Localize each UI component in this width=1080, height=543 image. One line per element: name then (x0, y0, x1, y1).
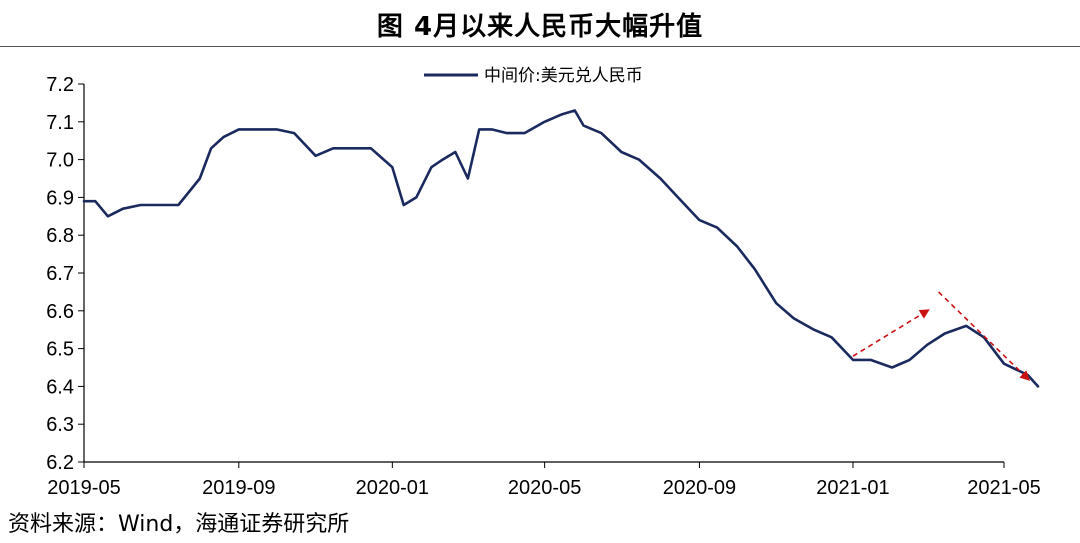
legend-label: 中间价:美元兑人民币 (484, 66, 643, 86)
x-tick-label: 2021-01 (816, 477, 889, 499)
annotation-arrows (852, 291, 1031, 381)
x-tick-label: 2020-09 (663, 477, 736, 499)
y-tick-label: 7.1 (46, 112, 74, 134)
y-tick-label: 6.3 (46, 414, 74, 436)
x-tick-label: 2019-09 (202, 477, 275, 499)
series-line-0 (82, 109, 1040, 388)
x-axis-ticks: 2019-05 2019-09 2020-01 2020-05 2020-09 2021-… (47, 462, 1041, 499)
chart-title: 图 4月以来人民币大幅升值 (376, 12, 704, 42)
y-tick-label: 7.2 (46, 74, 74, 96)
y-tick-label: 6.2 (46, 452, 74, 474)
y-tick-label: 6.7 (46, 263, 74, 285)
chart-legend: 中间价:美元兑人民币 (424, 66, 643, 86)
y-tick-label: 6.4 (46, 376, 74, 398)
series-group (82, 109, 1040, 388)
y-tick-label: 6.8 (46, 225, 74, 247)
y-tick-label: 6.6 (46, 301, 74, 323)
x-tick-label: 2021-05 (967, 477, 1040, 499)
annotation-arrow-1 (937, 291, 1031, 381)
y-tick-label: 6.9 (46, 187, 74, 209)
line-chart: 中间价:美元兑人民币 7.2 7.1 7.0 6.9 6.8 6.7 6.6 6.5 6.4 6.… (46, 66, 1041, 499)
axes (83, 84, 1004, 463)
annotation-arrow-0 (852, 309, 930, 357)
x-tick-label: 2020-05 (508, 477, 581, 499)
x-tick-label: 2019-05 (47, 477, 120, 499)
title-divider (0, 46, 1080, 47)
y-tick-label: 7.0 (46, 150, 74, 172)
source-note: 资料来源：Wind，海通证券研究所 (8, 512, 350, 537)
x-tick-label: 2020-01 (356, 477, 429, 499)
y-tick-label: 6.5 (46, 339, 74, 361)
y-axis-ticks: 7.2 7.1 7.0 6.9 6.8 6.7 6.6 6.5 6.4 6.3 6.2 (46, 74, 84, 474)
